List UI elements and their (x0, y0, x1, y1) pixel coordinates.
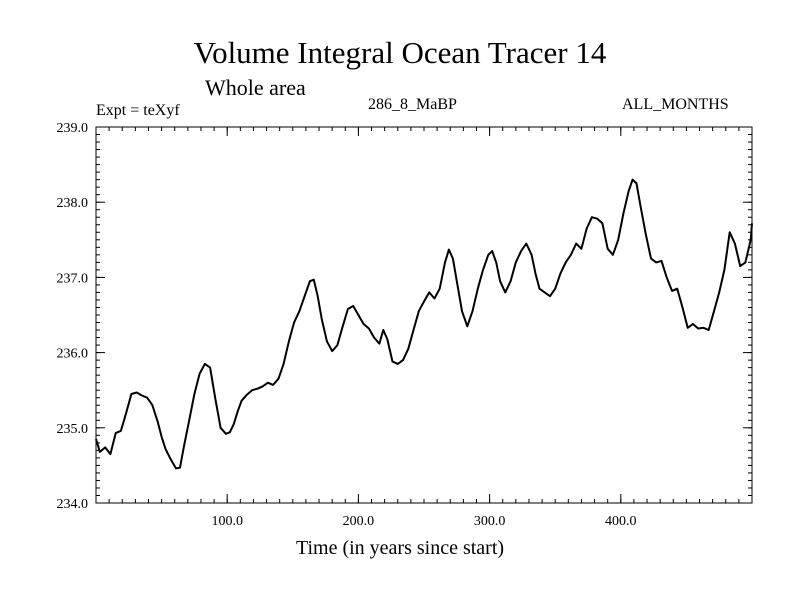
period-label: 286_8_MaBP (368, 96, 457, 113)
y-tick-label: 238.0 (57, 196, 89, 211)
series-line (95, 178, 753, 470)
y-tick-label: 234.0 (57, 497, 89, 512)
x-tick-label: 400.0 (605, 514, 637, 529)
y-tick-label: 239.0 (57, 121, 89, 136)
plot-frame (95, 126, 753, 504)
x-tick-label: 300.0 (474, 514, 506, 529)
months-label: ALL_MONTHS (622, 96, 729, 113)
chart-title: Volume Integral Ocean Tracer 14 (193, 35, 607, 70)
experiment-label: Expt = teXyf (96, 102, 180, 119)
y-tick-label: 235.0 (57, 422, 89, 437)
x-tick-label: 200.0 (343, 514, 375, 529)
chart-subtitle: Whole area (205, 75, 306, 100)
x-axis-label: Time (in years since start) (295, 537, 505, 559)
y-tick-label: 236.0 (57, 347, 89, 362)
y-tick-label: 237.0 (57, 271, 89, 286)
x-tick-label: 100.0 (211, 514, 243, 529)
